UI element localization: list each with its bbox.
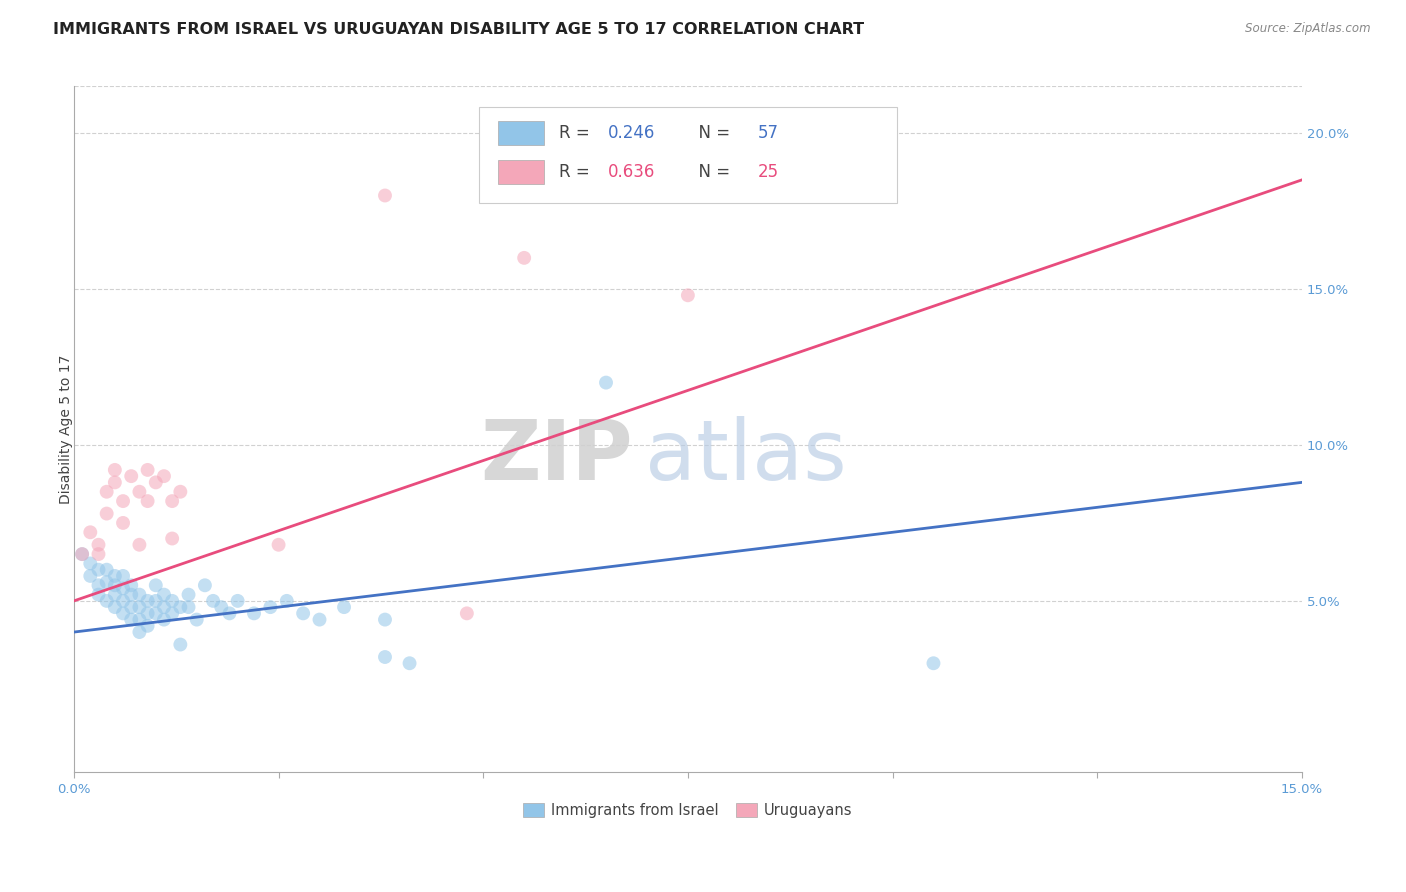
Text: 0.636: 0.636 (607, 163, 655, 181)
Point (79, 525, 101, 540)
Text: N =: N = (688, 163, 735, 181)
Point (374, 188, 396, 202)
Point (145, 475, 167, 490)
Point (177, 600, 200, 615)
Point (112, 516, 135, 530)
Point (120, 613, 142, 627)
Point (136, 594, 159, 608)
Point (374, 650, 396, 665)
Point (136, 463, 159, 477)
Point (160, 532, 183, 546)
Point (104, 463, 127, 477)
Point (169, 484, 191, 499)
Point (120, 588, 142, 602)
Point (243, 607, 266, 621)
Point (79, 569, 101, 583)
Point (112, 569, 135, 583)
FancyBboxPatch shape (479, 107, 897, 203)
Point (276, 594, 298, 608)
Point (218, 607, 240, 621)
Point (136, 607, 159, 621)
Text: R =: R = (560, 124, 595, 142)
Point (96, 507, 118, 521)
Point (153, 469, 176, 483)
Point (96, 484, 118, 499)
Point (87, 538, 110, 552)
FancyBboxPatch shape (498, 160, 544, 185)
Point (259, 600, 281, 615)
Point (136, 619, 159, 633)
Point (96, 575, 118, 590)
Point (87, 547, 110, 561)
Point (595, 376, 617, 390)
Point (153, 613, 176, 627)
Point (128, 600, 150, 615)
Point (513, 251, 536, 265)
Point (104, 475, 127, 490)
Point (87, 588, 110, 602)
Point (104, 569, 127, 583)
Point (136, 494, 159, 508)
Point (153, 600, 176, 615)
Text: 25: 25 (758, 163, 779, 181)
Point (128, 625, 150, 640)
Point (153, 588, 176, 602)
Point (186, 613, 208, 627)
Point (676, 288, 699, 302)
Point (87, 578, 110, 592)
Point (112, 607, 135, 621)
Point (104, 578, 127, 592)
Point (922, 657, 945, 671)
Point (374, 613, 396, 627)
Point (120, 469, 142, 483)
Point (160, 594, 183, 608)
Point (398, 657, 420, 671)
Point (79, 557, 101, 571)
Point (292, 607, 315, 621)
Point (169, 638, 191, 652)
Point (70, 547, 93, 561)
Point (145, 578, 167, 592)
Point (267, 538, 290, 552)
Text: IMMIGRANTS FROM ISRAEL VS URUGUAYAN DISABILITY AGE 5 TO 17 CORRELATION CHART: IMMIGRANTS FROM ISRAEL VS URUGUAYAN DISA… (53, 22, 865, 37)
Point (96, 594, 118, 608)
Text: ZIP: ZIP (479, 417, 633, 498)
Point (308, 613, 330, 627)
Point (128, 613, 150, 627)
Point (120, 578, 142, 592)
Point (70, 547, 93, 561)
Point (112, 594, 135, 608)
Text: atlas: atlas (645, 417, 846, 498)
Text: R =: R = (560, 163, 595, 181)
Point (177, 588, 200, 602)
Point (333, 600, 356, 615)
Point (145, 594, 167, 608)
Point (128, 484, 150, 499)
Text: N =: N = (688, 124, 735, 142)
Point (226, 594, 249, 608)
Text: 0.246: 0.246 (607, 124, 655, 142)
Point (87, 563, 110, 577)
Point (128, 538, 150, 552)
Point (128, 588, 150, 602)
Point (209, 600, 232, 615)
Point (160, 607, 183, 621)
Point (104, 600, 127, 615)
Y-axis label: Disability Age 5 to 17: Disability Age 5 to 17 (59, 355, 73, 504)
Text: 57: 57 (758, 124, 779, 142)
Point (112, 582, 135, 596)
Point (120, 600, 142, 615)
FancyBboxPatch shape (498, 120, 544, 145)
Point (202, 594, 225, 608)
Text: Source: ZipAtlas.com: Source: ZipAtlas.com (1246, 22, 1371, 36)
Point (104, 588, 127, 602)
Point (160, 494, 183, 508)
Point (96, 563, 118, 577)
Point (456, 607, 478, 621)
Point (169, 600, 191, 615)
Legend: Immigrants from Israel, Uruguayans: Immigrants from Israel, Uruguayans (517, 797, 858, 823)
Point (112, 494, 135, 508)
Point (145, 607, 167, 621)
Point (194, 578, 217, 592)
